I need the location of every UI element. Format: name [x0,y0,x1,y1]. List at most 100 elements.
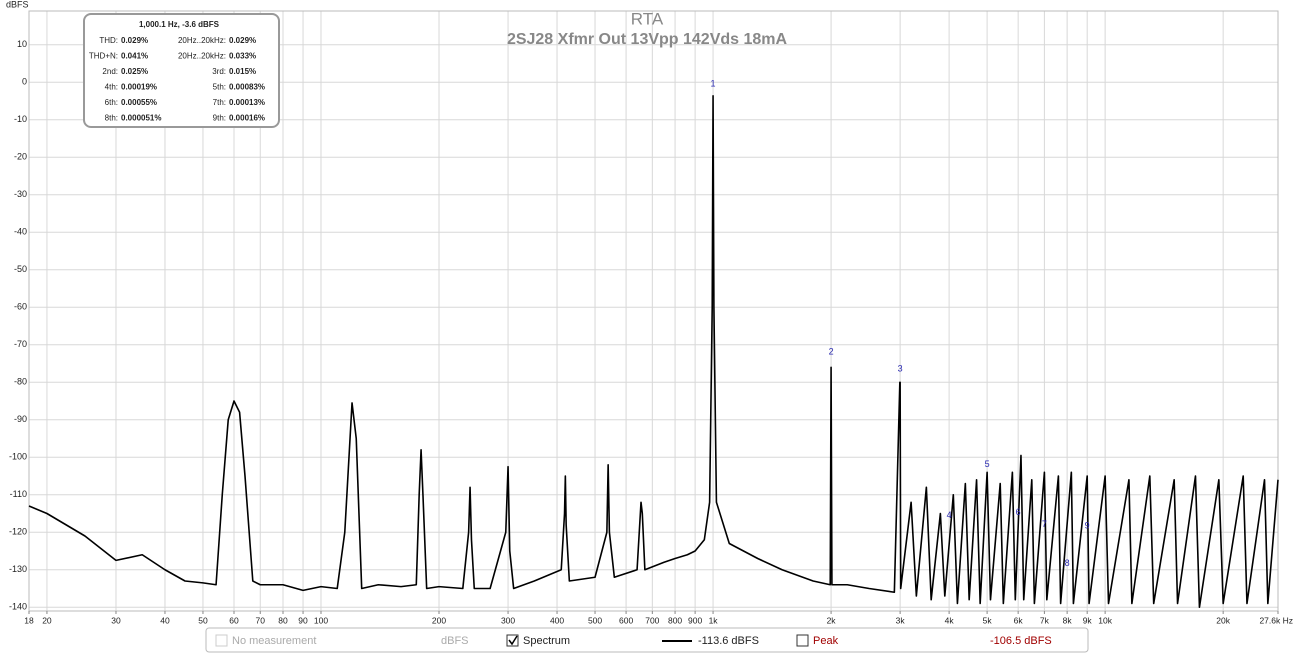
x-tick-label: 40 [160,615,170,625]
info-cell: 20Hz..20kHz: [178,36,226,45]
x-tick-label: 30 [111,615,121,625]
info-cell: 0.029% [229,36,256,45]
harmonic-marker: 7 [1042,519,1047,529]
info-cell: 8th: [105,114,118,123]
x-tick-label: 10k [1098,615,1112,625]
x-tick-label: 1k [709,615,719,625]
peak-label: Peak [813,635,839,647]
controls-bar [205,627,1089,653]
y-tick-label: -90 [14,414,27,424]
info-cell: 0.041% [121,52,148,61]
x-tick-label: 7k [1040,615,1050,625]
info-cell: 0.025% [121,67,148,76]
info-cell: 9th: [213,114,226,123]
info-cell: 7th: [213,98,226,107]
plot-frame [28,10,1279,612]
y-tick-label: -140 [9,602,27,612]
y-tick-label: -70 [14,339,27,349]
x-tick-label: 300 [501,615,515,625]
x-tick-label: 20k [1216,615,1230,625]
info-cell: 0.00055% [121,98,157,107]
info-box [83,13,280,128]
chart-subtitle: 2SJ28 Xfmr Out 13Vpp 142Vds 18mA [507,31,788,48]
info-cell: 0.033% [229,52,256,61]
x-tick-label: 700 [645,615,659,625]
chart-title: RTA [631,9,664,28]
harmonic-marker: 4 [947,510,952,520]
y-tick-label: -10 [14,114,27,124]
x-tick-label: 50 [198,615,208,625]
x-tick-label: 20 [42,615,52,625]
harmonic-markers: 1 2 3 4 5 6 7 8 9 [711,79,1090,568]
info-cell: 20Hz..20kHz: [178,52,226,61]
y-tick-label: -110 [10,489,27,499]
x-tick-label: 90 [298,615,308,625]
info-cell: 0.015% [229,67,256,76]
y-tick-label: 0 [22,77,27,87]
x-tick-label: 400 [550,615,564,625]
info-cell: 0.00019% [121,83,157,92]
y-tick-label: -30 [14,189,27,199]
peak-checkbox[interactable] [796,634,809,647]
harmonic-marker: 2 [829,347,834,357]
y-tick-label: -50 [14,264,27,274]
x-tick-label: 6k [1014,615,1024,625]
harmonic-marker: 3 [898,364,903,374]
info-cell: 0.00013% [229,98,265,107]
no-measurement: No measurement [232,635,316,647]
x-tick-label: 8k [1063,615,1073,625]
y-tick-label: -100 [9,452,27,462]
x-tick-label: 600 [619,615,633,625]
harmonic-marker: 1 [711,79,716,89]
checkmark [508,635,518,646]
peak-level: -106.5 dBFS [990,635,1052,647]
x-tick-label: 9k [1083,615,1093,625]
spectrum-line [28,94,1279,609]
info-cell: 2nd: [102,67,118,76]
info-cell: 0.00083% [229,83,265,92]
harmonic-marker: 6 [1016,507,1021,517]
spectrum-checkbox[interactable] [506,634,519,647]
info-cell: 3rd: [212,67,226,76]
y-tick-label: -130 [9,564,27,574]
info-cell: THD+N: [89,52,118,61]
harmonic-marker: 5 [985,459,990,469]
x-tick-label: 2k [827,615,837,625]
x-tick-label: 200 [432,615,446,625]
x-tick-label: 80 [278,615,288,625]
series [28,94,1279,609]
x-tick-label: 27.6k Hz [1259,615,1293,625]
unit-label: dBFS [441,635,469,647]
x-tick-label: 4k [945,615,955,625]
info-cell: 0.029% [121,36,148,45]
x-tick-label: 18 [24,615,34,625]
harmonic-marker: 9 [1085,521,1090,531]
harmonic-marker: 8 [1065,558,1070,568]
y-tick-label: -40 [14,227,27,237]
y-tick-label: -20 [14,152,27,162]
x-tick-label: 100 [314,615,328,625]
spectrum-level: -113.6 dBFS [698,635,759,647]
info-cell: 5th: [213,83,226,92]
y-tick-label: -120 [9,527,27,537]
info-cell: THD: [99,36,118,45]
x-tick-label: 5k [983,615,993,625]
info-cell: 6th: [105,98,118,107]
x-tick-label: 900 [688,615,702,625]
info-title: 1,000.1 Hz, -3.6 dBFS [139,20,220,29]
info-cell: 0.00016% [229,114,265,123]
y-tick-label: 10 [17,39,27,49]
x-tick-label: 70 [256,615,266,625]
x-tick-label: 3k [896,615,906,625]
x-tick-label: 500 [588,615,602,625]
x-tick-label: 60 [229,615,239,625]
x-tick-label: 800 [668,615,682,625]
y-tick-label: -80 [14,377,27,387]
info-cell: 4th: [105,83,118,92]
checkbox-disabled[interactable] [215,634,228,647]
info-rows: THD: 0.029% 20Hz..20kHz: 0.029%THD+N: 0.041%… [89,36,265,123]
legend-label: Spectrum [523,635,570,647]
info-cell: 0.000051% [121,114,161,123]
